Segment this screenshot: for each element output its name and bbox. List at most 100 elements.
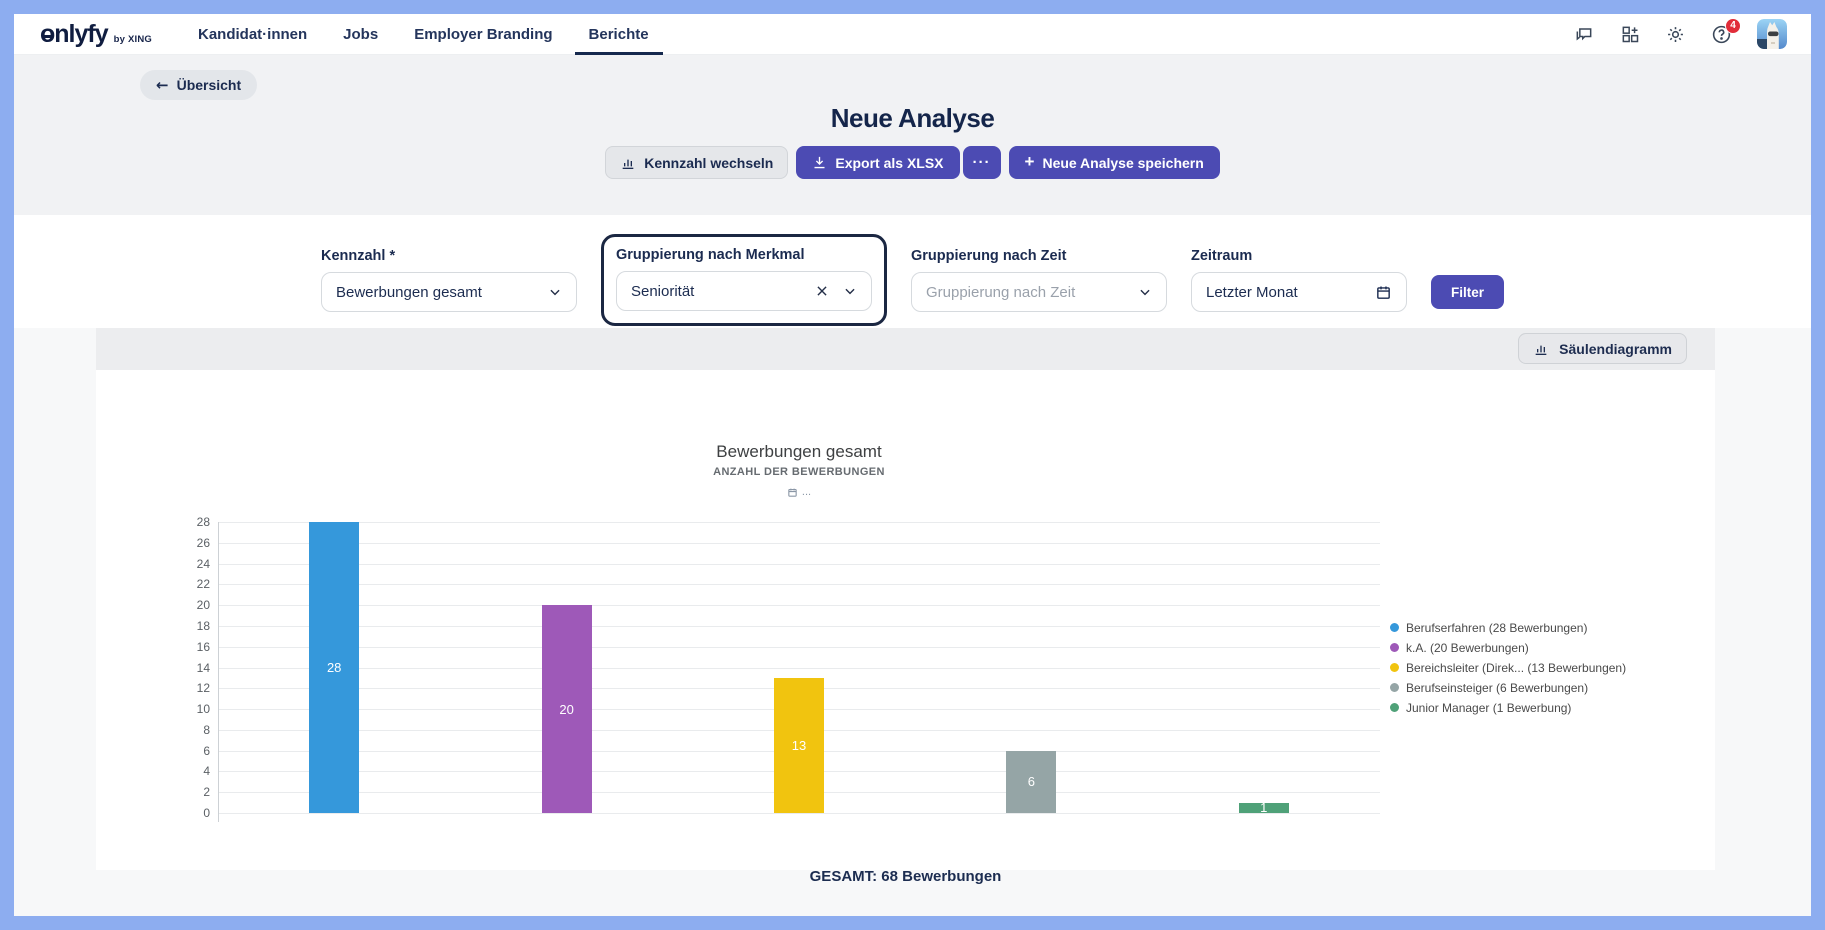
legend-item[interactable]: k.A. (20 Bewerbungen) [1390,641,1626,655]
chart-type-button[interactable]: Säulendiagramm [1518,333,1687,364]
legend-item[interactable]: Bereichsleiter (Direk... (13 Bewerbungen… [1390,660,1627,675]
zeitraum-label: Zeitraum [1190,248,1253,264]
filter-section: Kennzahl * Bewerbungen gesamt Gruppierun… [14,215,1811,328]
legend-dot [1390,703,1399,712]
zeitraum-group: Zeitraum Letzter Monat [1190,248,1407,312]
y-axis-tick-label: 20 [196,598,210,613]
back-button[interactable]: ← Übersicht [140,70,258,100]
download-icon [814,156,825,169]
plus-icon: + [1024,152,1035,171]
content-area: Säulendiagramm Bewerbungen gesamt ANZAHL… [14,328,1811,916]
notification-badge: 4 [1725,17,1741,34]
legend-dot [1390,683,1399,692]
bar-k-a-[interactable]: 20 [541,605,592,813]
merkmal-label: Gruppierung nach Merkmal [615,247,805,263]
gridline [218,584,1380,586]
bar-value-label: 6 [1027,774,1035,790]
chevron-down-icon[interactable] [843,284,857,298]
y-axis-tick-label: 24 [196,556,210,571]
user-avatar[interactable] [1757,19,1787,49]
legend-dot [1390,643,1399,652]
chevron-down-icon[interactable] [548,285,562,299]
y-axis-tick-label: 0 [203,806,210,820]
y-axis-tick-label: 6 [203,743,210,758]
y-axis-tick-label: 14 [196,660,210,675]
bar-junior-manager[interactable]: 1 [1238,800,1289,815]
clear-icon[interactable] [815,284,829,298]
nav-item-kandidaten[interactable]: Kandidat·innen [198,25,308,43]
y-axis-tick-label: 28 [196,515,210,529]
y-axis-tick-label: 12 [196,681,210,696]
bar-chart-icon [622,159,634,169]
y-axis-tick-label: 26 [196,535,210,550]
onlyfy-logo[interactable]: onlyfy by XING [40,20,152,49]
chart-title: Bewerbungen gesamt [716,442,882,461]
kennzahl-group: Kennzahl * Bewerbungen gesamt [320,248,577,312]
bar-bereichsleiter-direk-[interactable]: 13 [774,677,824,813]
bar-chart-icon [1535,345,1547,355]
export-xlsx-button[interactable]: Export als XLSX [796,146,960,179]
legend-label: Berufseinsteiger (6 Bewerbungen) [1406,680,1589,695]
legend-item[interactable]: Junior Manager (1 Bewerbung) [1390,700,1626,715]
app-window: onlyfy by XING Kandidat·innen Jobs Emplo… [14,14,1811,916]
gridline [218,522,1380,523]
chart-total: GESAMT: 68 Bewerbungen [809,868,1002,885]
chart-subtitle: ANZAHL DER BEWERBUNGEN [713,466,885,478]
nav-item-employer-branding[interactable]: Employer Branding [414,25,553,43]
gridline [218,813,1380,814]
y-axis-tick-label: 18 [196,618,210,633]
gridline [218,667,1380,669]
nav-item-jobs[interactable]: Jobs [343,25,379,43]
merkmal-select[interactable]: Seniorität [615,271,872,311]
legend-item[interactable]: Berufserfahren (28 Bewerbungen) [1390,620,1626,635]
main-navigation: Kandidat·innen Jobs Employer Branding Be… [198,14,663,55]
more-actions-button[interactable]: ··· [962,146,1001,179]
legend-label: Bereichsleiter (Direk... (13 Bewerbungen… [1406,660,1627,675]
chart-head: Bewerbungen gesamt ANZAHL DER BEWERBUNGE… [96,370,1502,498]
merkmal-group: Gruppierung nach Merkmal Seniorität [615,247,872,311]
messages-icon[interactable] [1573,24,1594,45]
bar-berufserfahren[interactable]: 28 [309,522,360,813]
calendar-icon [788,488,797,497]
bar-value-label: 20 [559,701,574,717]
chart-body: Bewerbungen gesamt ANZAHL DER BEWERBUNGE… [96,370,1715,885]
kennzahl-label: Kennzahl * [320,248,396,264]
chart-legend: Berufserfahren (28 Bewerbungen) k.A. (20 … [1390,620,1627,715]
save-analysis-button[interactable]: + Neue Analyse speichern [1008,146,1220,179]
chart-card: Säulendiagramm Bewerbungen gesamt ANZAHL… [96,328,1715,885]
zeitraum-input[interactable]: Letzter Monat [1190,272,1407,312]
legend-label: Junior Manager (1 Bewerbung) [1406,700,1572,715]
help-icon[interactable]: 4 [1711,17,1741,45]
legend-label: Berufserfahren (28 Bewerbungen) [1406,620,1588,635]
page-title: Neue Analyse [830,103,995,133]
y-axis-tick-label: 16 [196,639,210,654]
export-split-button: Export als XLSX ··· [796,146,1001,179]
y-axis-tick-label: 10 [196,702,210,717]
page-header: ← Übersicht Neue Analyse Kennzahl wechse… [14,55,1811,215]
back-arrow-icon: ← [156,76,169,94]
nav-item-berichte[interactable]: Berichte [574,14,663,55]
legend-item[interactable]: Berufseinsteiger (6 Bewerbungen) [1390,680,1626,695]
legend-dot [1390,623,1399,632]
y-axis-line [218,522,219,822]
bar-berufseinsteiger[interactable]: 6 [1006,750,1057,813]
apps-icon[interactable] [1619,24,1640,45]
navbar-actions: 4 [1573,17,1787,49]
zeit-select[interactable]: Gruppierung nach Zeit [910,272,1167,312]
merkmal-highlight-box: Gruppierung nach Merkmal Seniorität [600,234,887,326]
chevron-down-icon[interactable] [1138,285,1152,299]
y-axis-tick-label: 8 [203,722,210,737]
switch-metric-button[interactable]: Kennzahl wechseln [605,146,789,179]
gridline [218,542,1380,544]
top-navbar: onlyfy by XING Kandidat·innen Jobs Emplo… [14,14,1811,55]
gridline [218,625,1380,627]
zeit-label: Gruppierung nach Zeit [910,248,1067,264]
bar-value-label: 28 [326,660,342,675]
kennzahl-select[interactable]: Bewerbungen gesamt [320,272,577,312]
settings-icon[interactable] [1665,24,1686,45]
back-button-label: Übersicht [176,77,242,93]
calendar-icon[interactable] [1375,284,1392,301]
y-axis-tick-label: 2 [203,785,210,800]
filter-button[interactable]: Filter [1430,275,1504,309]
